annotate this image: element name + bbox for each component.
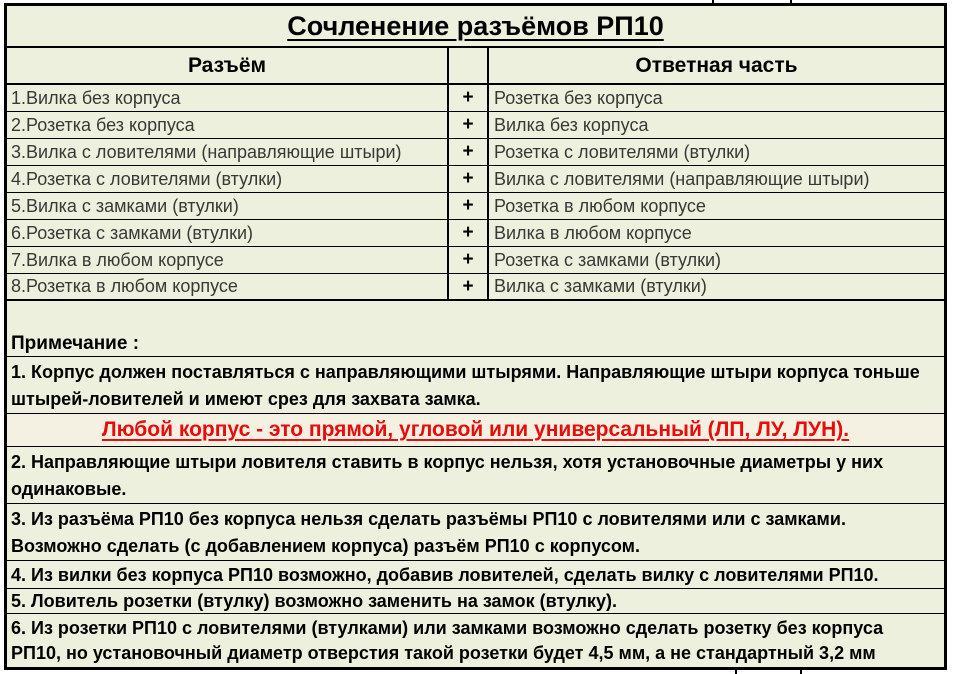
table-header-row: Разъём Ответная часть bbox=[7, 48, 944, 85]
table-row: 2.Розетка без корпуса + Вилка без корпус… bbox=[7, 112, 944, 139]
plus-sign: + bbox=[447, 112, 489, 138]
empty-gap bbox=[7, 301, 944, 331]
gridline-tick bbox=[800, 669, 802, 674]
notes-label: Примечание : bbox=[7, 331, 944, 357]
plus-sign: + bbox=[447, 193, 489, 219]
gridline-tick bbox=[790, 0, 792, 4]
connector-cell: 3.Вилка с ловителями (направляющие штыри… bbox=[11, 141, 402, 162]
connector-cell: 8.Розетка в любом корпусе bbox=[11, 276, 238, 296]
connector-cell: 2.Розетка без корпуса bbox=[11, 114, 195, 135]
connector-cell: 7.Вилка в любом корпусе bbox=[11, 249, 224, 270]
plus-sign: + bbox=[447, 166, 489, 192]
connector-cell: 4.Розетка с ловителями (втулки) bbox=[11, 168, 283, 189]
mating-part-cell: Розетка с ловителями (втулки) bbox=[494, 141, 751, 162]
note-highlight-red: Любой корпус - это прямой, угловой или у… bbox=[7, 414, 944, 447]
gridline-tick bbox=[735, 669, 737, 674]
mating-part-cell: Розетка без корпуса bbox=[494, 87, 663, 108]
mating-part-cell: Розетка с замками (втулки) bbox=[494, 249, 722, 270]
mating-part-cell: Розетка в любом корпусе bbox=[494, 195, 706, 216]
table-row: 3.Вилка с ловителями (направляющие штыри… bbox=[7, 139, 944, 166]
page-title: Сочленение разъёмов РП10 bbox=[287, 10, 664, 41]
plus-sign: + bbox=[447, 247, 489, 273]
plus-sign: + bbox=[447, 220, 489, 246]
note-4: 4. Из вилки без корпуса РП10 возможно, д… bbox=[7, 561, 944, 589]
header-mating-part: Ответная часть bbox=[635, 53, 798, 77]
plus-sign: + bbox=[447, 85, 489, 111]
table-row: 8.Розетка в любом корпусе + Вилка с замк… bbox=[7, 274, 944, 301]
note-2: 2. Направляющие штыри ловителя ставить в… bbox=[7, 447, 944, 504]
table-row: 4.Розетка с ловителями (втулки) + Вилка … bbox=[7, 166, 944, 193]
note-3: 3. Из разъёма РП10 без корпуса нельзя сд… bbox=[7, 504, 944, 561]
note-1: 1. Корпус должен поставляться с направля… bbox=[7, 357, 944, 414]
mating-part-cell: Вилка с ловителями (направляющие штыри) bbox=[494, 168, 870, 189]
connector-cell: 6.Розетка с замками (втулки) bbox=[11, 222, 254, 243]
mating-part-cell: Вилка в любом корпусе bbox=[494, 222, 692, 243]
table-row: 1.Вилка без корпуса + Розетка без корпус… bbox=[7, 85, 944, 112]
connector-cell: 1.Вилка без корпуса bbox=[11, 87, 181, 108]
mating-part-cell: Вилка с замками (втулки) bbox=[494, 276, 707, 296]
title-row: Сочленение разъёмов РП10 bbox=[7, 6, 944, 48]
header-spacer bbox=[447, 48, 489, 83]
table-row: 6.Розетка с замками (втулки) + Вилка в л… bbox=[7, 220, 944, 247]
table-row: 5.Вилка с замками (втулки) + Розетка в л… bbox=[7, 193, 944, 220]
header-connector: Разъём bbox=[187, 53, 267, 77]
note-6: 6. Из розетки РП10 с ловителями (втулкам… bbox=[11, 618, 884, 663]
table-row: 7.Вилка в любом корпусе + Розетка с замк… bbox=[7, 247, 944, 274]
mating-part-cell: Вилка без корпуса bbox=[494, 114, 649, 135]
gridline-tick bbox=[712, 0, 714, 4]
plus-sign: + bbox=[447, 274, 489, 299]
sheet: Сочленение разъёмов РП10 Разъём Ответная… bbox=[4, 3, 947, 670]
note-5: 5. Ловитель розетки (втулку) возможно за… bbox=[7, 589, 944, 614]
connector-cell: 5.Вилка с замками (втулки) bbox=[11, 195, 239, 216]
plus-sign: + bbox=[447, 139, 489, 165]
